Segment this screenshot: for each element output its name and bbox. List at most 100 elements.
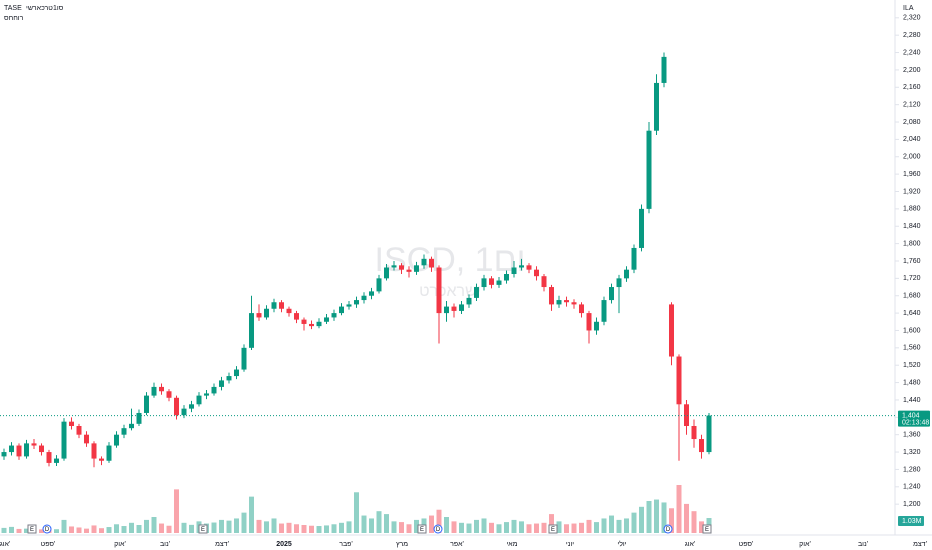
candle-body bbox=[429, 258, 434, 268]
event-marker bbox=[663, 524, 673, 534]
candle-body bbox=[129, 423, 134, 429]
candle-body bbox=[309, 323, 314, 327]
candle-body bbox=[241, 347, 247, 370]
candle-body bbox=[271, 302, 277, 309]
y-tick-label: 2,320 bbox=[903, 15, 921, 22]
volume-bar bbox=[451, 521, 457, 533]
y-tick-label: 1,360 bbox=[903, 432, 921, 439]
candle-body bbox=[211, 386, 217, 394]
x-tick-label: יולי bbox=[617, 540, 626, 548]
x-tick-label: ספט' bbox=[41, 541, 56, 548]
volume-bar bbox=[76, 527, 82, 533]
candle-body bbox=[16, 445, 22, 457]
volume-bar bbox=[159, 523, 164, 533]
candle-body bbox=[519, 265, 524, 268]
volume-bar bbox=[534, 523, 539, 533]
volume-bar bbox=[631, 512, 637, 533]
candle-body bbox=[699, 439, 704, 453]
sub-label: רוחחס bbox=[4, 15, 24, 22]
candle-body bbox=[31, 443, 37, 446]
volume-bar bbox=[474, 519, 479, 533]
y-tick-label: 1,440 bbox=[903, 397, 921, 404]
watermark: ISCD, 1ום bbox=[375, 241, 526, 279]
candle-body bbox=[706, 415, 712, 453]
candle-body bbox=[639, 208, 644, 248]
candle-body bbox=[586, 313, 592, 331]
candle-body bbox=[496, 280, 502, 285]
candle-body bbox=[579, 304, 584, 314]
countdown: 02:13:48 bbox=[902, 419, 929, 426]
candle-body bbox=[174, 397, 179, 416]
candle-body bbox=[384, 267, 389, 279]
candle-body bbox=[556, 300, 562, 305]
volume-bar bbox=[234, 518, 239, 533]
volume-bar bbox=[279, 523, 284, 533]
x-tick-label: דצמ' bbox=[215, 541, 229, 548]
volume-bar bbox=[166, 525, 172, 533]
candle-body bbox=[594, 321, 599, 331]
volume-bar bbox=[399, 522, 404, 533]
volume-bar bbox=[309, 525, 314, 533]
volume-bar bbox=[99, 528, 104, 533]
candle-body bbox=[369, 291, 374, 296]
volume-bar bbox=[129, 522, 134, 533]
y-tick-label: 1,880 bbox=[903, 206, 921, 213]
volume-bar bbox=[564, 524, 569, 533]
candle-body bbox=[91, 443, 97, 459]
x-tick-label: נוב' bbox=[858, 541, 868, 548]
candle-body bbox=[159, 386, 164, 392]
volume-bar bbox=[436, 509, 442, 533]
volume-bar bbox=[39, 529, 44, 533]
y-tick-label: 1,320 bbox=[903, 449, 921, 456]
candle-body bbox=[204, 393, 209, 396]
candle-body bbox=[549, 287, 554, 305]
candle-body bbox=[39, 445, 44, 453]
candle-body bbox=[489, 278, 494, 285]
candle-body bbox=[294, 313, 299, 320]
currency: ILA bbox=[903, 5, 914, 12]
y-tick-label: 1,480 bbox=[903, 379, 921, 386]
candle-body bbox=[631, 247, 637, 270]
candle-body bbox=[324, 317, 329, 322]
volume-bar bbox=[369, 518, 374, 533]
candle-body bbox=[121, 428, 127, 435]
volume-bar bbox=[54, 529, 59, 533]
volume-bar bbox=[61, 519, 67, 533]
volume-bar bbox=[639, 506, 644, 533]
candle-body bbox=[436, 267, 442, 314]
candle-body bbox=[414, 265, 419, 272]
event-label: E bbox=[30, 527, 34, 533]
x-tick-label: אוג' bbox=[0, 541, 10, 548]
volume-bar bbox=[249, 496, 254, 533]
candle-body bbox=[474, 287, 479, 298]
candle-body bbox=[616, 278, 622, 288]
candle-body bbox=[219, 380, 224, 387]
y-tick-label: 1,640 bbox=[903, 310, 921, 317]
event-marker bbox=[702, 524, 712, 534]
event-label: D bbox=[45, 527, 50, 533]
event-marker bbox=[198, 524, 208, 534]
volume-bar bbox=[1, 527, 7, 533]
candle-body bbox=[354, 300, 359, 305]
x-tick-label: יוני bbox=[566, 541, 574, 548]
y-tick-label: 1,240 bbox=[903, 484, 921, 491]
candle-body bbox=[624, 269, 629, 279]
x-tick-label: אוג' bbox=[685, 541, 696, 548]
candle-body bbox=[286, 308, 292, 314]
candle-body bbox=[136, 412, 142, 424]
volume-bar bbox=[286, 522, 292, 533]
volume-bar bbox=[496, 524, 502, 533]
volume-bar bbox=[676, 485, 682, 533]
y-tick-label: 1,280 bbox=[903, 466, 921, 473]
candle-body bbox=[76, 426, 82, 435]
x-tick-label: אוק' bbox=[799, 541, 811, 548]
volume-bar bbox=[406, 524, 412, 533]
volume-bar bbox=[256, 519, 262, 533]
volume-bar bbox=[624, 518, 629, 533]
volume-last-label: 1.03M bbox=[902, 518, 922, 525]
event-marker bbox=[548, 524, 558, 534]
volume-bar bbox=[489, 522, 494, 533]
volume-bar bbox=[549, 514, 554, 533]
candle-body bbox=[346, 304, 352, 307]
last-price-label: 1,404 bbox=[902, 412, 920, 419]
